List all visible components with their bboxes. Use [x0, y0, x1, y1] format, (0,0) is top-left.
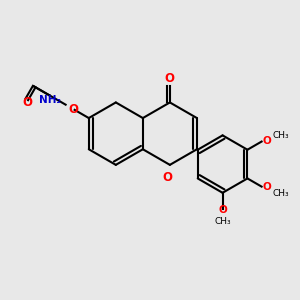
Text: CH₃: CH₃: [273, 188, 289, 197]
Text: O: O: [165, 72, 175, 85]
Text: O: O: [262, 136, 271, 146]
Text: CH₃: CH₃: [214, 218, 231, 226]
Text: O: O: [163, 171, 173, 184]
Text: O: O: [68, 103, 78, 116]
Text: O: O: [218, 205, 227, 215]
Text: NH₂: NH₂: [39, 95, 61, 105]
Text: O: O: [22, 96, 32, 109]
Text: CH₃: CH₃: [273, 131, 289, 140]
Text: O: O: [262, 182, 271, 192]
